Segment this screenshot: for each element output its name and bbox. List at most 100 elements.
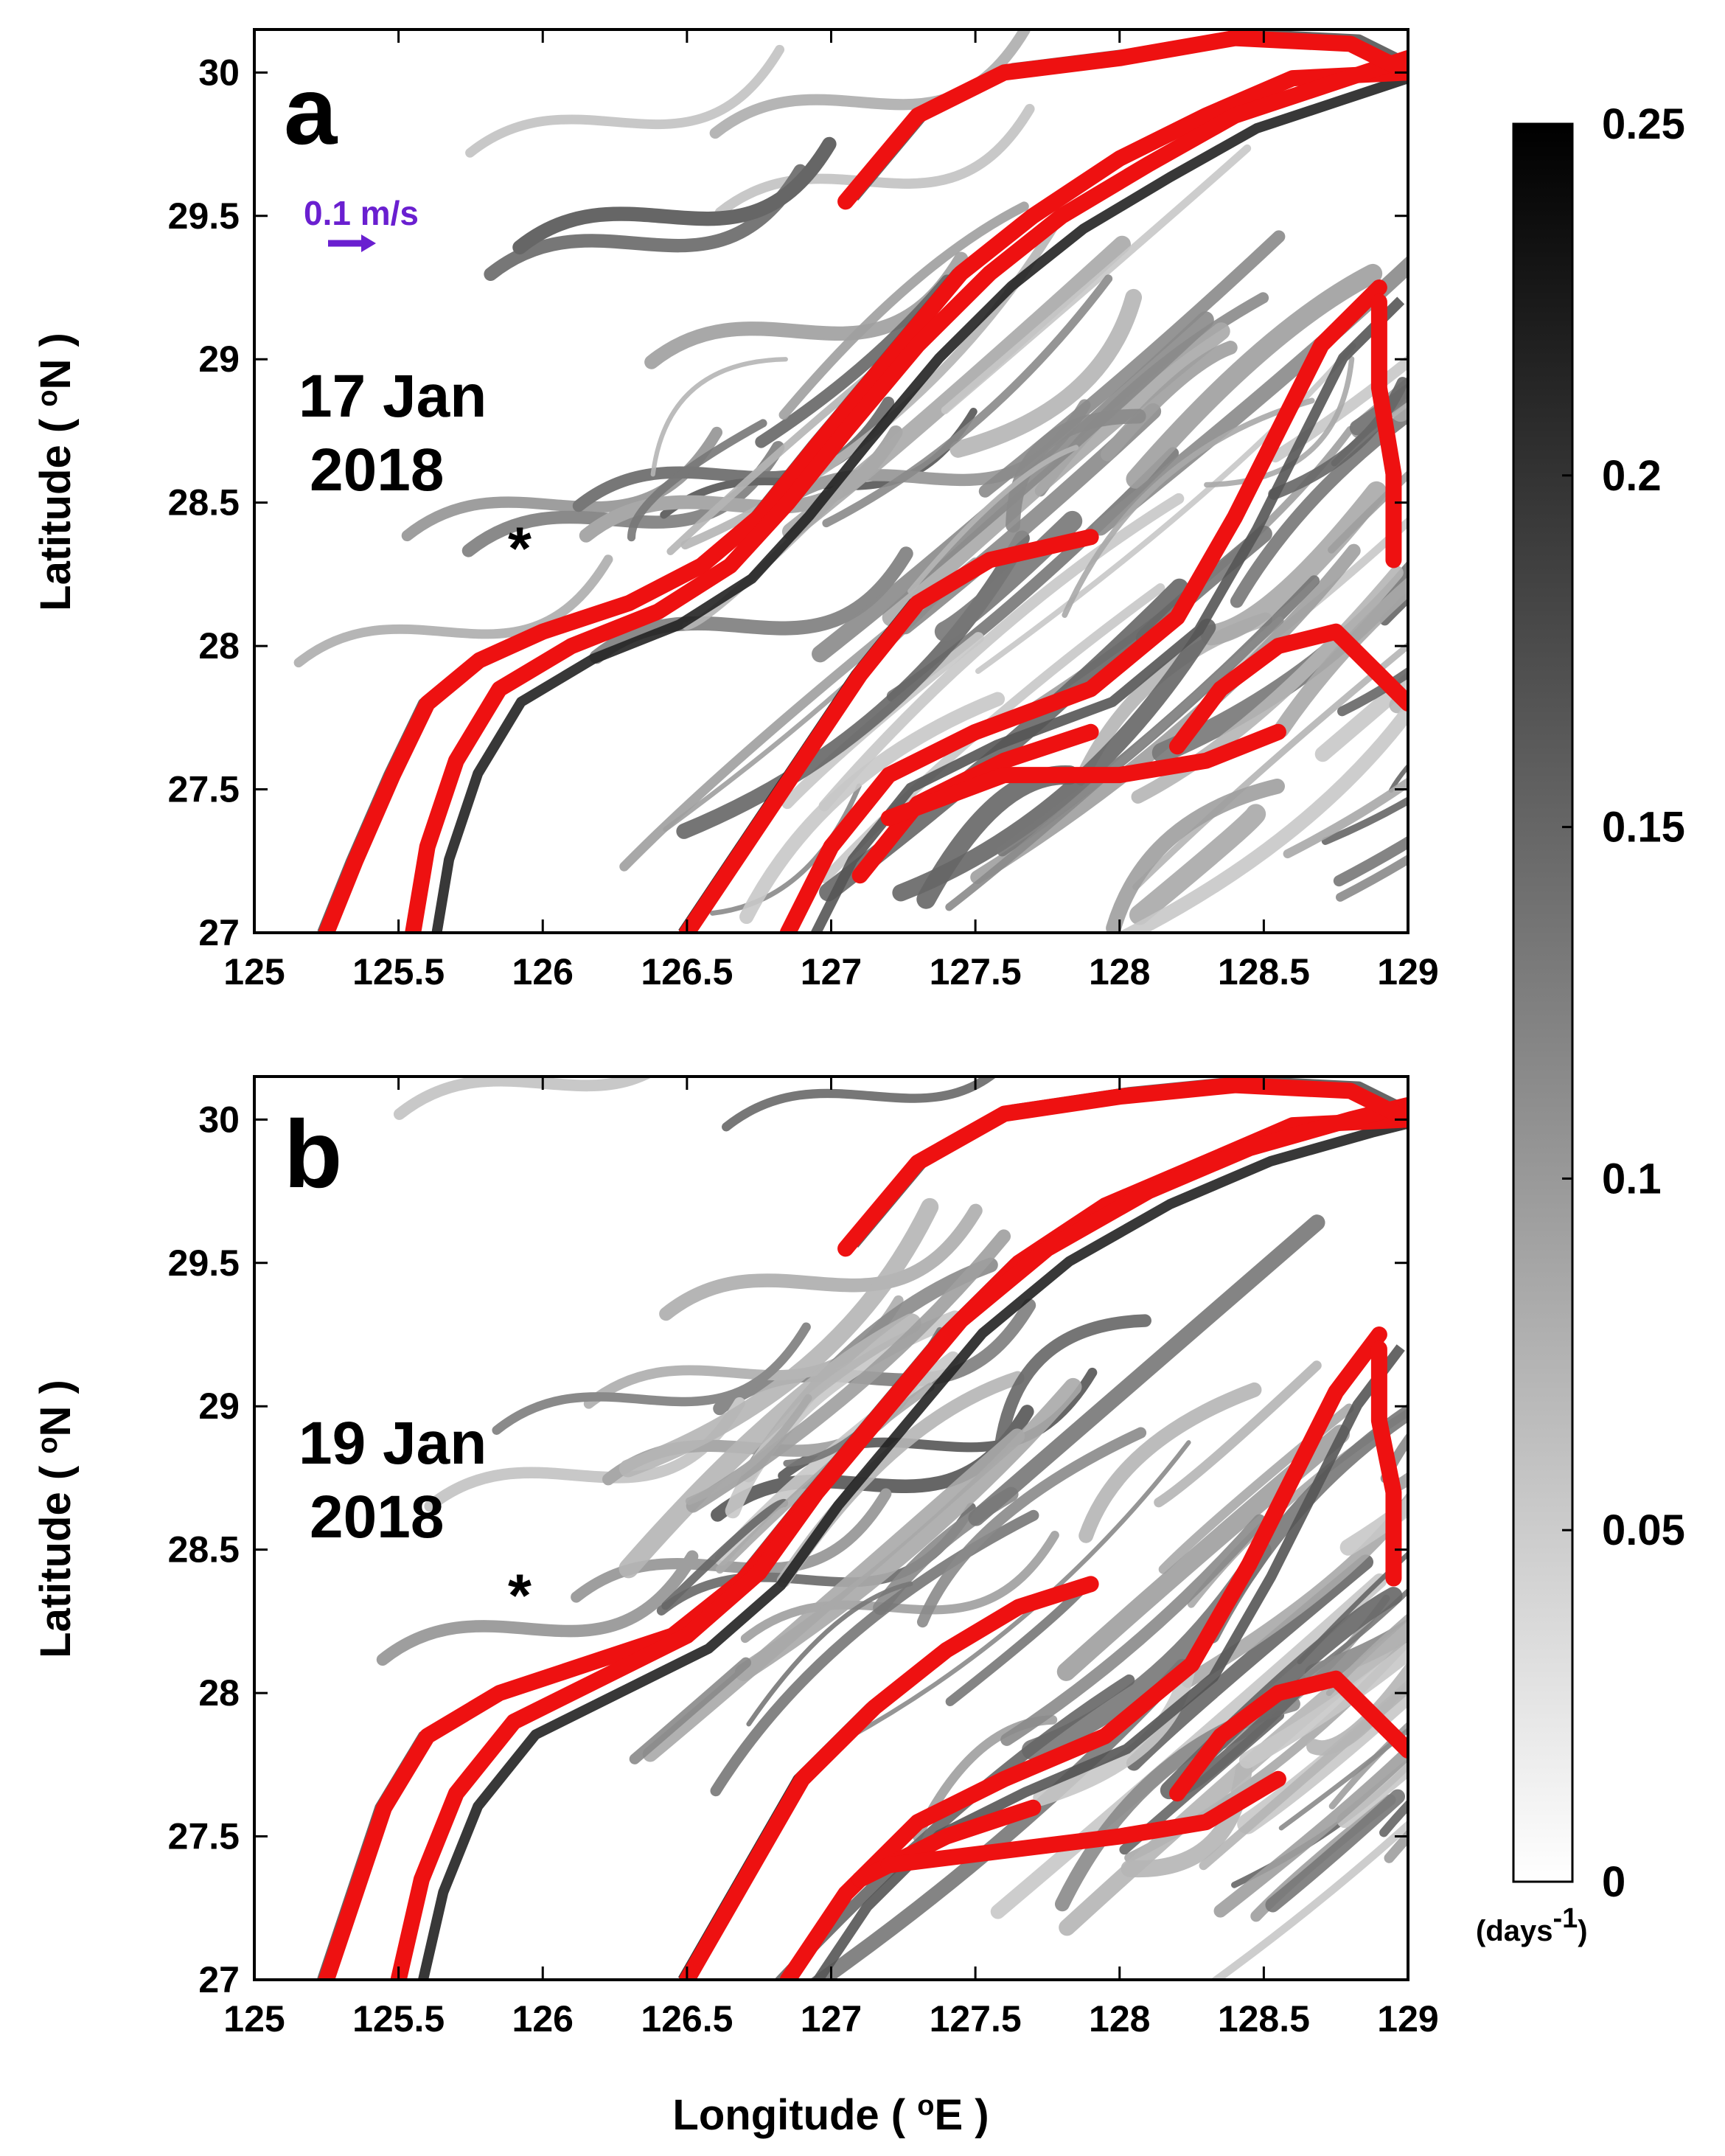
panel-b-ytick-label: 28.5	[168, 1529, 240, 1571]
panel-a-ridge	[975, 343, 1356, 675]
panel-a-ridge	[1268, 377, 1408, 500]
panel-a-ridge	[778, 201, 1029, 420]
panel-a-ridge	[512, 136, 837, 255]
panel-b-ticks: 125 125.5 126 126.5 127 127.5 128 128.5 129 27 27.…	[168, 1077, 1439, 2039]
panel-a-drifter-track-2	[405, 49, 1408, 933]
panel-b-ridge	[1380, 1432, 1408, 1484]
panel-b-ytick-label: 28	[198, 1672, 240, 1714]
panel-a-ridge	[822, 274, 1113, 528]
panel-b-ridge	[1328, 1721, 1408, 1809]
panel-a-ylabel: Latitude ( oN )	[32, 333, 80, 611]
panel-b-ridge	[1339, 1496, 1408, 1556]
panel-b-drifter-track-5	[779, 1326, 1387, 1980]
panel-b-ridge	[1181, 1491, 1408, 1689]
colorbar-tick-label: 0.25	[1602, 100, 1685, 148]
panel-a-ridge	[1100, 341, 1238, 462]
panel-b-drifter-track-7	[880, 1770, 1286, 1874]
panel-a-ridge	[293, 554, 613, 668]
panel-b-xtick-label: 127.5	[930, 1998, 1022, 2039]
panel-a-label: a	[284, 57, 338, 164]
panel-a-ridge	[818, 493, 1185, 812]
panel-a-ridge	[1337, 667, 1408, 717]
panel-a-xtick-label: 127	[801, 951, 862, 992]
colorbar-tick-label: 0.15	[1602, 804, 1685, 852]
panel-b-xtick-label: 128.5	[1218, 1998, 1310, 2039]
panel-a-ytick-label: 29.5	[168, 195, 240, 237]
panel-b-xtick-label: 126	[512, 1998, 574, 2039]
colorbar: 0.25 0.2 0.15 0.1 0.05 0 (days-1)	[1476, 100, 1685, 1947]
panel-a-ytick-label: 28.5	[168, 482, 240, 524]
panel-b-ridge	[1379, 1798, 1408, 1837]
panel-b-ridge	[1210, 1820, 1408, 1980]
colorbar-ticks: 0.25 0.2 0.15 0.1 0.05 0	[1562, 100, 1685, 1906]
panel-a-xtick-label: 128.5	[1218, 951, 1310, 992]
panel-b-ridge	[1297, 1551, 1408, 1665]
panel-a-ridge	[627, 419, 767, 542]
panel-a-xtick-label: 126.5	[641, 951, 733, 992]
panel-b-label: b	[284, 1100, 342, 1208]
panel-b-xtick-label: 128	[1089, 1998, 1150, 2039]
panel-b-ridge	[713, 1298, 1036, 1416]
panel-b-date-line1: 19 Jan	[299, 1410, 487, 1477]
panel-a-ridge	[1273, 577, 1408, 738]
panel-a-ridge	[1283, 776, 1408, 859]
panel-a-ridge	[1006, 408, 1146, 533]
panel-a-drifter-track-7	[880, 723, 1286, 827]
panel-b-ylabel: Latitude ( oN )	[32, 1380, 80, 1658]
panel-b-ridge	[417, 1118, 1408, 1980]
panel-b-ridge	[1033, 1663, 1195, 1806]
panel-a-xtick-label: 126	[512, 951, 574, 992]
panel-b-xlabel: Longitude ( oE )	[672, 2090, 989, 2139]
panel-b-ridge	[734, 1377, 1082, 1681]
panel-a-ytick-label: 28	[198, 625, 240, 667]
panel-b-ridge	[1000, 1514, 1266, 1746]
panel-b-drifter-track-8	[1169, 1670, 1408, 1802]
colorbar-unit: (days-1)	[1476, 1903, 1588, 1947]
panel-b-drifter-track-9	[1370, 1340, 1402, 1587]
panel-b-ridge	[746, 1581, 913, 1727]
panel-b-ytick-label: 29	[198, 1385, 240, 1427]
colorbar-tick-label: 0.05	[1602, 1506, 1685, 1554]
panel-a-date-line2: 2018	[310, 437, 444, 504]
panel-a-xtick-label: 128	[1089, 951, 1150, 992]
panel-b-ridge	[1078, 1382, 1262, 1543]
panel-a-xtick-label: 127.5	[930, 951, 1022, 992]
panel-a-ridge	[941, 144, 1252, 414]
colorbar-tick-label: 0	[1602, 1858, 1625, 1906]
panel-a-drifter-track-8	[1169, 623, 1408, 755]
panel-a-ridge	[1204, 356, 1355, 488]
panel-b-ridge	[492, 1322, 811, 1435]
panel-b-ridge	[1238, 1641, 1408, 1769]
panel-b-ridge	[1213, 1743, 1408, 1918]
panel-b-ridge	[994, 1314, 1151, 1453]
panel-b-ridge	[393, 1077, 653, 1120]
panel-b-ridge	[1304, 1618, 1408, 1684]
panel-b-ridge	[618, 1197, 939, 1478]
panel-b-ridge	[722, 1077, 997, 1132]
panel-a-ridge	[892, 618, 1216, 902]
panel-a-ridge	[1230, 406, 1408, 608]
panel-b-ridge	[1265, 1789, 1406, 1913]
panel-a-ridge	[1314, 670, 1408, 762]
panel-b-xtick-label: 127	[801, 1998, 862, 2039]
panel-a-ridge	[1328, 470, 1408, 554]
panel-b-ridge	[659, 1203, 983, 1321]
panel-a-ridge	[882, 322, 1230, 627]
panel-a-ridge	[484, 164, 807, 282]
panel-a-ridge	[1335, 854, 1408, 902]
panel-a-ridge	[650, 357, 788, 477]
panel-b-ridge	[916, 1427, 1147, 1628]
panel-a-ridge	[812, 311, 1214, 663]
panel-b-ridge	[968, 1214, 1325, 1526]
panel-b-ytick-label: 27.5	[168, 1816, 240, 1857]
panel-a-ridge	[589, 546, 913, 664]
panel-a-ridge	[949, 288, 1143, 458]
panel-a-ridge	[1388, 762, 1408, 793]
panel-b-ridge	[1337, 1758, 1408, 1829]
panel-b-ridge	[740, 1531, 1059, 1644]
panel-b-date-line2: 2018	[310, 1484, 444, 1551]
panel-a-drifter-track-1	[318, 64, 1408, 933]
panel-b-station-marker: *	[508, 1562, 532, 1630]
panel-a-ridge	[945, 616, 1284, 911]
